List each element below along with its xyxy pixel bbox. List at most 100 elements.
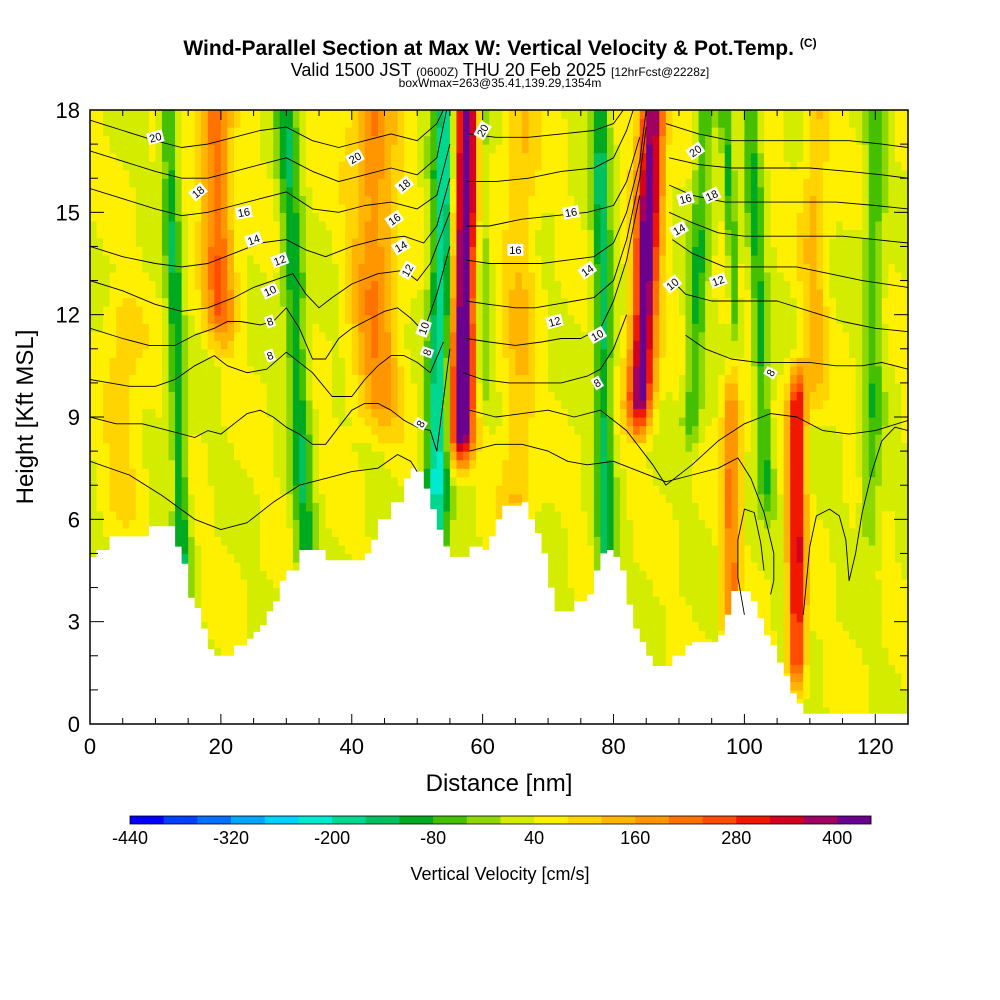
velocity-cell [534,306,543,316]
velocity-cell [181,195,189,205]
velocity-cell [463,195,471,205]
velocity-cell [384,220,392,230]
velocity-cell [135,135,143,145]
velocity-cell [207,272,215,282]
velocity-cell [312,510,320,520]
velocity-cell [233,391,242,401]
velocity-cell [90,203,98,213]
velocity-cell [227,561,235,572]
velocity-cell [391,425,399,435]
velocity-cell [463,229,471,239]
velocity-cell [286,365,294,375]
velocity-cell [469,417,477,427]
velocity-cell [201,297,209,307]
velocity-cell [319,118,327,128]
velocity-cell [129,254,137,265]
velocity-cell [292,553,300,563]
velocity-cell [463,212,471,222]
velocity-cell [292,161,300,171]
velocity-cell [430,118,438,128]
velocity-cell [371,493,379,503]
velocity-cell [168,502,176,512]
velocity-cell [312,391,320,401]
velocity-cell [227,144,235,154]
velocity-cell [148,365,157,375]
velocity-cell [299,476,307,486]
velocity-cell [155,451,163,461]
velocity-cell [345,161,353,171]
velocity-cell [476,519,484,529]
velocity-cell [449,340,458,350]
velocity-cell [463,399,471,410]
velocity-cell [227,289,235,299]
velocity-cell [299,348,307,358]
velocity-cell [463,493,471,503]
velocity-cell [168,186,176,196]
velocity-cell [201,596,209,606]
velocity-cell [397,110,405,120]
velocity-cell [325,527,333,537]
velocity-cell [260,254,268,265]
velocity-cell [103,459,111,469]
velocity-cell [286,340,294,350]
velocity-cell [260,459,268,469]
velocity-cell [495,348,503,358]
velocity-cell [286,152,294,162]
velocity-cell [325,553,333,563]
velocity-cell [103,502,111,512]
velocity-cell [207,220,215,230]
velocity-cell [534,468,543,478]
velocity-cell [129,118,137,128]
velocity-cell [495,374,503,384]
velocity-cell [103,144,111,154]
velocity-cell [391,493,399,503]
velocity-cell [312,178,320,188]
velocity-cell [247,621,255,631]
velocity-cell [116,519,124,529]
velocity-cell [489,425,497,435]
velocity-cell [148,263,157,273]
velocity-cell [253,536,261,546]
velocity-cell [515,229,523,239]
velocity-cell [508,110,516,120]
velocity-cell [279,289,287,299]
velocity-cell [469,468,477,478]
velocity-cell [312,348,320,358]
velocity-cell [161,118,170,128]
velocity-cell [417,229,425,239]
velocity-cell [273,178,281,188]
velocity-cell [260,536,268,546]
velocity-cell [436,451,444,461]
velocity-cell [175,434,183,444]
velocity-cell [377,118,386,128]
velocity-cell [391,323,399,333]
velocity-cell [358,331,366,341]
velocity-cell [188,348,196,358]
velocity-cell [456,408,464,418]
velocity-cell [201,399,209,410]
velocity-cell [463,425,471,435]
velocity-cell [338,314,346,324]
velocity-cell [129,374,137,384]
velocity-cell [521,314,530,324]
velocity-cell [214,220,222,230]
velocity-cell [155,425,163,435]
velocity-cell [116,127,124,137]
velocity-cell [299,229,307,239]
velocity-cell [227,263,235,273]
velocity-cell [528,195,536,205]
velocity-cell [443,272,451,282]
velocity-cell [292,229,300,239]
velocity-cell [194,485,202,495]
velocity-cell [227,212,235,222]
velocity-cell [214,527,222,537]
velocity-cell [90,169,98,179]
velocity-cell [443,110,451,120]
velocity-cell [260,246,268,256]
velocity-cell [148,331,157,341]
velocity-cell [135,127,143,137]
velocity-cell [155,340,163,350]
velocity-cell [325,306,333,316]
velocity-cell [227,502,235,512]
velocity-cell [463,382,471,393]
